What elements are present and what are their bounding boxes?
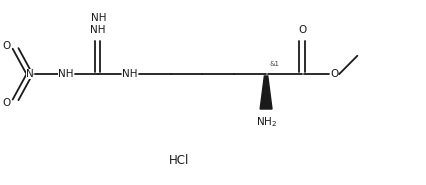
- Text: NH: NH: [121, 69, 137, 79]
- Text: O: O: [2, 98, 10, 108]
- Text: &1: &1: [270, 61, 279, 67]
- Text: O: O: [2, 41, 10, 51]
- Polygon shape: [260, 76, 272, 109]
- Text: O: O: [330, 69, 338, 79]
- Text: HCl: HCl: [169, 154, 189, 167]
- Text: NH: NH: [91, 13, 106, 23]
- Text: O: O: [298, 25, 306, 35]
- Text: N: N: [26, 69, 34, 79]
- Text: NH$_2$: NH$_2$: [256, 115, 276, 129]
- Text: NH: NH: [90, 25, 105, 35]
- Text: NH: NH: [58, 69, 73, 79]
